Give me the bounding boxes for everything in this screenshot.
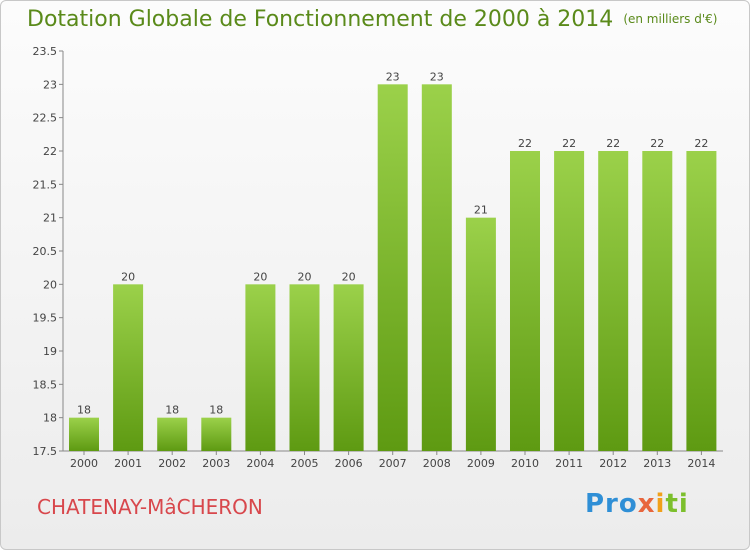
value-label-2009: 21 <box>474 204 488 217</box>
x-tick-label-2006: 2006 <box>335 457 363 470</box>
bar-2011 <box>554 151 585 451</box>
city-name: CHATENAY-MâCHERON <box>37 495 263 519</box>
proxiti-logo: Proxiti <box>585 489 689 519</box>
logo-part-2: x <box>637 489 656 519</box>
value-label-2001: 20 <box>121 270 135 283</box>
bar-2002 <box>157 417 188 451</box>
x-tick-label-2000: 2000 <box>70 457 98 470</box>
y-tick-label: 21 <box>43 212 57 225</box>
y-tick-label: 20 <box>43 278 57 291</box>
bar-2014 <box>686 151 717 451</box>
value-label-2011: 22 <box>562 137 576 150</box>
y-tick-label: 23 <box>43 78 57 91</box>
bar-2010 <box>510 151 540 451</box>
x-tick-label-2001: 2001 <box>114 457 142 470</box>
x-tick-label-2005: 2005 <box>291 457 319 470</box>
value-label-2013: 22 <box>650 137 664 150</box>
bar-2012 <box>598 151 629 451</box>
bar-2009 <box>465 217 496 451</box>
logo-part-4: ti <box>665 489 689 519</box>
y-tick-label: 19.5 <box>33 312 58 325</box>
y-tick-label: 17.5 <box>33 445 58 458</box>
y-tick-label: 23.5 <box>33 45 58 58</box>
x-tick-label-2008: 2008 <box>423 457 451 470</box>
value-label-2004: 20 <box>253 270 267 283</box>
bar-2005 <box>289 284 320 451</box>
value-label-2014: 22 <box>694 137 708 150</box>
x-tick-label-2012: 2012 <box>599 457 627 470</box>
chart-unit-note: (en milliers d'€) <box>623 12 718 26</box>
y-tick-label: 19 <box>43 345 57 358</box>
value-label-2008: 23 <box>430 70 444 83</box>
chart-axes: 17.5 18 18.5 19 19.5 20 20.5 21 21.5 22 22.5 23 23.5 <box>33 45 723 458</box>
x-tick-label-2013: 2013 <box>643 457 671 470</box>
bar-2000 <box>69 417 99 451</box>
bar-2006 <box>333 284 364 451</box>
y-tick-label: 18 <box>43 412 57 425</box>
bar-2004 <box>245 284 276 451</box>
value-label-2000: 18 <box>77 404 91 417</box>
value-label-2003: 18 <box>209 404 223 417</box>
bar-2003 <box>201 417 232 451</box>
x-tick-label-2010: 2010 <box>511 457 539 470</box>
value-label-2012: 22 <box>606 137 620 150</box>
x-tick-label-2009: 2009 <box>467 457 495 470</box>
chart-bars <box>69 84 717 451</box>
value-label-2005: 20 <box>298 270 312 283</box>
x-tick-label-2007: 2007 <box>379 457 407 470</box>
x-tick-label-2002: 2002 <box>158 457 186 470</box>
value-label-2002: 18 <box>165 404 179 417</box>
y-tick-label: 22 <box>43 145 57 158</box>
x-tick-label-2014: 2014 <box>687 457 715 470</box>
value-label-2007: 23 <box>386 70 400 83</box>
chart-labels: 18 2000 20 2001 18 2002 18 2003 20 2004 20 2005 20 20… <box>70 70 715 470</box>
bar-2001 <box>113 284 144 451</box>
y-tick-label: 21.5 <box>33 178 58 191</box>
bar-2007 <box>377 84 408 451</box>
logo-part-1: Pro <box>585 489 638 519</box>
chart-title-text: Dotation Globale de Fonctionnement de 20… <box>27 7 614 32</box>
x-tick-label-2011: 2011 <box>555 457 583 470</box>
y-tick-label: 18.5 <box>33 378 58 391</box>
chart-title: Dotation Globale de Fonctionnement de 20… <box>27 7 717 32</box>
bar-2008 <box>421 84 452 451</box>
x-tick-label-2004: 2004 <box>246 457 274 470</box>
y-tick-label: 20.5 <box>33 245 58 258</box>
y-tick-label: 22.5 <box>33 112 58 125</box>
value-label-2010: 22 <box>518 137 532 150</box>
x-tick-label-2003: 2003 <box>202 457 230 470</box>
value-label-2006: 20 <box>342 270 356 283</box>
bar-2013 <box>642 151 673 451</box>
logo-part-3: i <box>655 489 666 519</box>
